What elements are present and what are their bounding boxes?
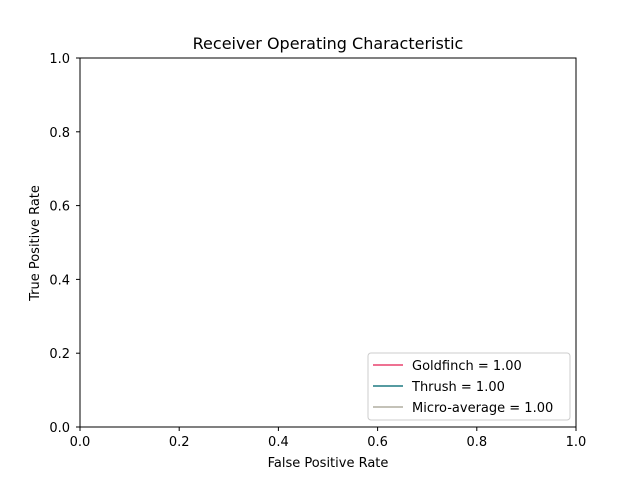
x-axis-label: False Positive Rate <box>268 456 389 471</box>
y-tick-label: 0.4 <box>49 273 70 288</box>
y-axis-label: True Positive Rate <box>28 185 43 302</box>
legend: Goldfinch = 1.00 Thrush = 1.00 Micro-avera… <box>367 352 571 421</box>
y-axis-ticks: 0.0 0.2 0.4 0.6 0.8 1.0 <box>49 52 80 436</box>
y-tick-label: 0.8 <box>49 126 70 141</box>
y-tick-label: 0.6 <box>49 200 70 215</box>
x-tick-label: 0.0 <box>70 435 91 450</box>
x-tick-label: 1.0 <box>566 435 587 450</box>
y-tick-label: 0.2 <box>49 347 70 362</box>
x-tick-label: 0.8 <box>466 435 487 450</box>
y-tick-label: 0.0 <box>49 421 70 436</box>
legend-entry-label: Thrush = 1.00 <box>411 380 505 395</box>
legend-box <box>367 352 571 421</box>
legend-items: Goldfinch = 1.00 Thrush = 1.00 Micro-avera… <box>373 359 553 416</box>
x-tick-label: 0.6 <box>367 435 388 450</box>
legend-entry-label: Goldfinch = 1.00 <box>412 359 522 374</box>
y-tick-label: 1.0 <box>49 52 70 67</box>
x-axis-ticks: 0.0 0.2 0.4 0.6 0.8 1.0 <box>70 427 587 450</box>
x-tick-label: 0.2 <box>169 435 190 450</box>
legend-entry-label: Micro-average = 1.00 <box>412 401 553 416</box>
x-tick-label: 0.4 <box>268 435 289 450</box>
chart-title: Receiver Operating Characteristic <box>193 34 464 53</box>
